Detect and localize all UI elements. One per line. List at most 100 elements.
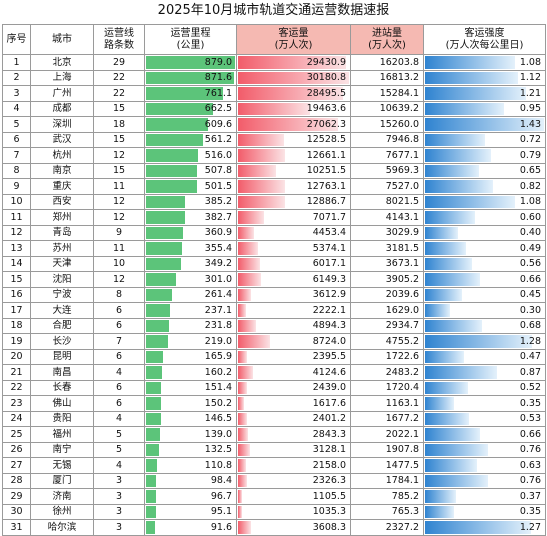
header-label-line: 进站量 (372, 27, 402, 39)
cell-city: 杭州 (31, 148, 94, 164)
cell-rank: 22 (3, 381, 31, 396)
cell-text: 355.4 (204, 243, 232, 254)
table-row: 27 无锡 4 110.8 2158.0 1477.5 0.63 (3, 458, 546, 474)
passenger-bar (238, 521, 251, 534)
cell-text: 0.35 (519, 398, 541, 409)
cell-text: 深圳 (52, 119, 72, 130)
header-label-line: 客运量 (278, 27, 309, 39)
cell-text: 12 (112, 196, 126, 207)
cell-text: 12886.7 (306, 196, 346, 207)
cell-text: 1.28 (519, 336, 541, 347)
cell-text: 1.43 (519, 119, 541, 130)
passenger-bar (238, 413, 247, 425)
cell-text: 郑州 (52, 212, 72, 223)
cell-rank: 3 (3, 86, 31, 102)
passenger-bar (238, 273, 261, 286)
cell-city: 福州 (31, 427, 94, 443)
header-label-rank: 序号 (6, 33, 27, 45)
passenger-bar (238, 444, 250, 456)
passenger-bar (238, 227, 254, 239)
cell-city: 合肥 (31, 319, 94, 334)
intensity-bar (425, 196, 515, 208)
intensity-bar (425, 475, 488, 487)
cell-text: 1477.5 (385, 460, 419, 471)
cell-lines: 22 (94, 86, 145, 102)
cell-text: 0.76 (519, 444, 541, 455)
cell-text: 0.52 (519, 382, 541, 393)
cell-text: 1 (13, 57, 20, 68)
cell-text: 28495.5 (306, 88, 346, 99)
cell-text: 27 (10, 460, 23, 471)
cell-mileage: 261.4 (145, 288, 237, 303)
cell-text: 南宁 (52, 444, 72, 455)
cell-text: 0.95 (519, 103, 541, 114)
cell-city: 大连 (31, 303, 94, 319)
cell-text: 261.4 (204, 289, 232, 300)
table-row: 25 福州 5 139.0 2843.3 2022.1 0.66 (3, 427, 546, 443)
cell-city: 济南 (31, 489, 94, 505)
cell-intensity: 0.40 (424, 226, 546, 241)
cell-text: 22 (112, 88, 126, 99)
cell-passengers: 2401.2 (237, 412, 351, 427)
header-label-inbound: 进站量 (万人次) (368, 28, 406, 52)
cell-passengers: 2843.3 (237, 427, 351, 443)
cell-mileage: 382.7 (145, 210, 237, 226)
cell-intensity: 0.45 (424, 288, 546, 303)
cell-inbound: 1677.2 (351, 412, 424, 427)
passenger-bar (238, 289, 251, 301)
cell-passengers: 1105.5 (237, 489, 351, 505)
cell-text: 济南 (52, 491, 72, 502)
cell-passengers: 27062.3 (237, 117, 351, 133)
cell-passengers: 30180.8 (237, 71, 351, 86)
table-row: 3 广州 22 761.1 28495.5 15284.1 1.21 (3, 86, 546, 102)
cell-text: 1.08 (519, 57, 541, 68)
header-cell-mileage: 运营里程 (公里) (145, 25, 237, 55)
cell-rank: 27 (3, 458, 31, 474)
cell-text: 11 (112, 181, 126, 192)
cell-intensity: 1.21 (424, 86, 546, 102)
cell-passengers: 5374.1 (237, 241, 351, 257)
cell-text: 0.40 (519, 227, 541, 238)
cell-intensity: 0.82 (424, 179, 546, 195)
cell-rank: 5 (3, 117, 31, 133)
passenger-bar (238, 475, 247, 487)
cell-mileage: 91.6 (145, 520, 237, 536)
cell-mileage: 662.5 (145, 102, 237, 117)
header-cell-rank: 序号 (3, 25, 31, 55)
intensity-bar (425, 304, 450, 317)
mileage-bar (146, 335, 168, 348)
cell-text: 2222.1 (312, 305, 346, 316)
cell-text: 15260.0 (379, 119, 419, 130)
cell-rank: 23 (3, 396, 31, 412)
cell-text: 29 (112, 57, 126, 68)
cell-mileage: 95.1 (145, 505, 237, 520)
cell-intensity: 0.68 (424, 319, 546, 334)
cell-text: 大连 (52, 305, 72, 316)
cell-text: 0.82 (519, 181, 541, 192)
cell-text: 146.5 (204, 413, 232, 424)
cell-rank: 13 (3, 241, 31, 257)
cell-text: 160.2 (204, 367, 232, 378)
intensity-bar (425, 459, 477, 472)
cell-text: 15 (10, 274, 23, 285)
cell-lines: 12 (94, 195, 145, 210)
intensity-bar (425, 366, 497, 379)
cell-inbound: 765.3 (351, 505, 424, 520)
table-row: 4 成都 15 662.5 19463.6 10639.2 0.95 (3, 102, 546, 117)
cell-text: 19 (10, 336, 23, 347)
passenger-bar (238, 165, 276, 177)
cell-city: 天津 (31, 257, 94, 272)
cell-text: 0.79 (519, 150, 541, 161)
cell-city: 深圳 (31, 117, 94, 133)
cell-text: 15 (112, 165, 126, 176)
cell-text: 4755.2 (385, 336, 419, 347)
mileage-bar (146, 382, 161, 394)
cell-city: 贵阳 (31, 412, 94, 427)
cell-text: 苏州 (52, 243, 72, 254)
cell-text: 879.0 (204, 57, 232, 68)
cell-mileage: 879.0 (145, 55, 237, 71)
cell-inbound: 16203.8 (351, 55, 424, 71)
cell-city: 西安 (31, 195, 94, 210)
cell-intensity: 1.43 (424, 117, 546, 133)
cell-inbound: 1477.5 (351, 458, 424, 474)
